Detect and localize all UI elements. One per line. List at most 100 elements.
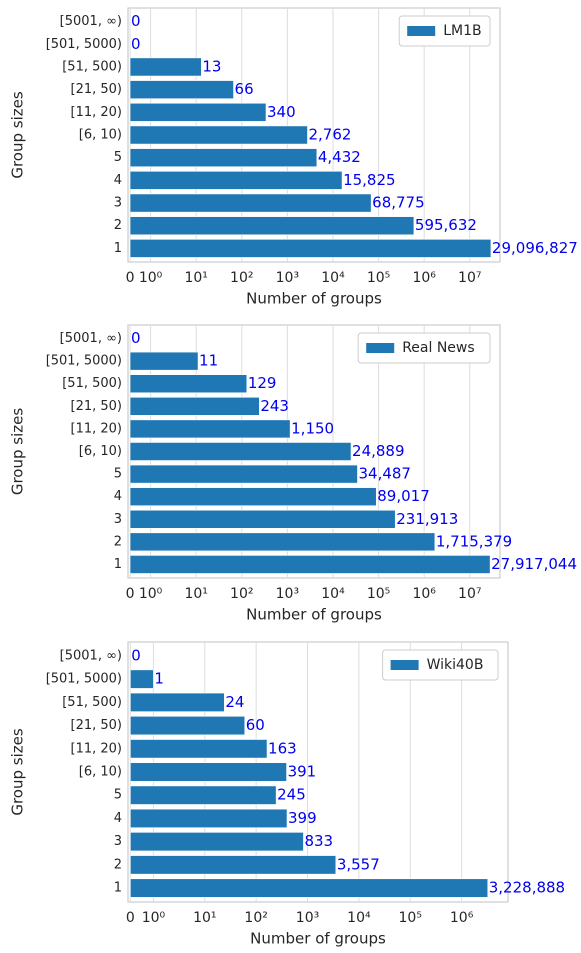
y-tick-label: 3 — [114, 834, 122, 849]
y-tick-label: 3 — [114, 196, 122, 211]
y-axis-label: Group sizes — [9, 728, 27, 816]
x-tick-label: 10⁵ — [367, 270, 390, 286]
value-label: 24 — [225, 693, 244, 711]
x-tick-label: 10³ — [276, 586, 299, 602]
value-label: 2,762 — [308, 126, 351, 144]
value-label: 0 — [131, 646, 141, 664]
x-tick-label: 10³ — [276, 270, 299, 286]
value-label: 1 — [154, 670, 164, 688]
y-tick-label: 2 — [114, 534, 122, 549]
legend-label: LM1B — [443, 23, 481, 39]
x-tick-label: 0 — [126, 910, 135, 926]
bar — [130, 878, 489, 898]
value-label: 13 — [202, 57, 221, 75]
y-axis-label: Group sizes — [9, 91, 27, 179]
value-label: 340 — [267, 103, 296, 121]
bar — [129, 57, 202, 77]
value-label: 399 — [288, 809, 317, 827]
y-tick-label: [5001, ∞) — [60, 331, 122, 346]
x-tick-label: 10⁰ — [139, 586, 163, 602]
value-label: 595,632 — [415, 216, 477, 234]
y-tick-label: [501, 5000) — [46, 672, 122, 687]
x-tick-label: 0 — [126, 586, 135, 602]
y-tick-label: [51, 500) — [62, 695, 122, 710]
legend-swatch — [366, 343, 395, 353]
value-label: 34,487 — [358, 465, 411, 483]
bar — [129, 509, 396, 529]
bar — [130, 739, 268, 759]
y-tick-label: 5 — [114, 467, 122, 482]
value-label: 27,917,044 — [491, 555, 577, 573]
bar — [129, 419, 291, 439]
x-tick-label: 10⁷ — [458, 270, 481, 286]
legend-label: Real News — [402, 340, 474, 356]
bar — [129, 170, 343, 190]
value-label: 0 — [131, 329, 141, 347]
legend-box — [357, 332, 491, 364]
legend-swatch — [390, 660, 419, 670]
bar — [129, 216, 415, 236]
x-tick-label: 10⁶ — [450, 910, 474, 926]
y-tick-label: [5001, ∞) — [60, 648, 122, 663]
x-tick-label: 10³ — [296, 910, 319, 926]
value-label: 3,557 — [337, 855, 380, 873]
x-tick-label: 10⁰ — [139, 270, 163, 286]
y-tick-label: [21, 50) — [71, 718, 123, 733]
value-label: 1,150 — [291, 419, 334, 437]
y-tick-label: [11, 20) — [71, 741, 123, 756]
y-tick-label: 5 — [114, 788, 122, 803]
bar — [130, 762, 287, 782]
value-label: 11 — [199, 352, 218, 370]
value-label: 68,775 — [372, 194, 425, 212]
x-tick-label: 10⁶ — [412, 586, 436, 602]
x-tick-label: 10¹ — [184, 586, 207, 602]
y-tick-label: 4 — [114, 173, 122, 188]
bar — [130, 692, 225, 712]
y-tick-label: [51, 500) — [62, 59, 122, 74]
value-label: 0 — [131, 35, 141, 53]
x-tick-label: 10⁵ — [399, 910, 422, 926]
bar — [130, 855, 337, 875]
y-tick-label: [21, 50) — [71, 399, 123, 414]
y-tick-label: 2 — [114, 218, 122, 233]
value-label: 4,432 — [318, 148, 361, 166]
x-tick-label: 10¹ — [193, 910, 216, 926]
value-label: 29,096,827 — [492, 239, 578, 257]
bar — [130, 785, 277, 805]
y-tick-label: 4 — [114, 811, 122, 826]
y-tick-label: [5001, ∞) — [60, 14, 122, 29]
y-tick-label: 3 — [114, 512, 122, 527]
x-tick-label: 10⁴ — [347, 910, 371, 926]
legend-swatch — [407, 26, 436, 36]
x-tick-label: 0 — [126, 270, 135, 286]
bar — [129, 239, 492, 258]
value-label: 60 — [246, 716, 265, 734]
x-tick-label: 10² — [230, 270, 253, 286]
value-label: 833 — [304, 832, 333, 850]
value-label: 129 — [248, 374, 277, 392]
value-label: 163 — [268, 739, 297, 757]
bar — [129, 464, 358, 484]
x-tick-label: 10⁷ — [458, 586, 481, 602]
y-tick-label: [11, 20) — [71, 105, 123, 120]
y-tick-label: 1 — [114, 881, 122, 896]
value-label: 89,017 — [377, 487, 430, 505]
value-label: 391 — [288, 763, 317, 781]
x-tick-label: 10² — [230, 586, 253, 602]
y-axis-label: Group sizes — [9, 408, 27, 496]
y-tick-label: [6, 10) — [79, 444, 122, 459]
y-tick-label: [11, 20) — [71, 421, 123, 436]
bar — [129, 442, 352, 461]
y-tick-label: [21, 50) — [71, 82, 123, 97]
value-label: 15,825 — [343, 171, 396, 189]
bar — [129, 80, 234, 100]
bar — [129, 193, 372, 213]
bar — [129, 102, 267, 122]
x-tick-label: 10⁰ — [142, 910, 166, 926]
value-label: 245 — [277, 786, 306, 804]
bar — [130, 669, 154, 689]
value-label: 243 — [260, 397, 289, 415]
bar — [129, 148, 318, 168]
x-axis-label: Number of groups — [246, 606, 382, 624]
